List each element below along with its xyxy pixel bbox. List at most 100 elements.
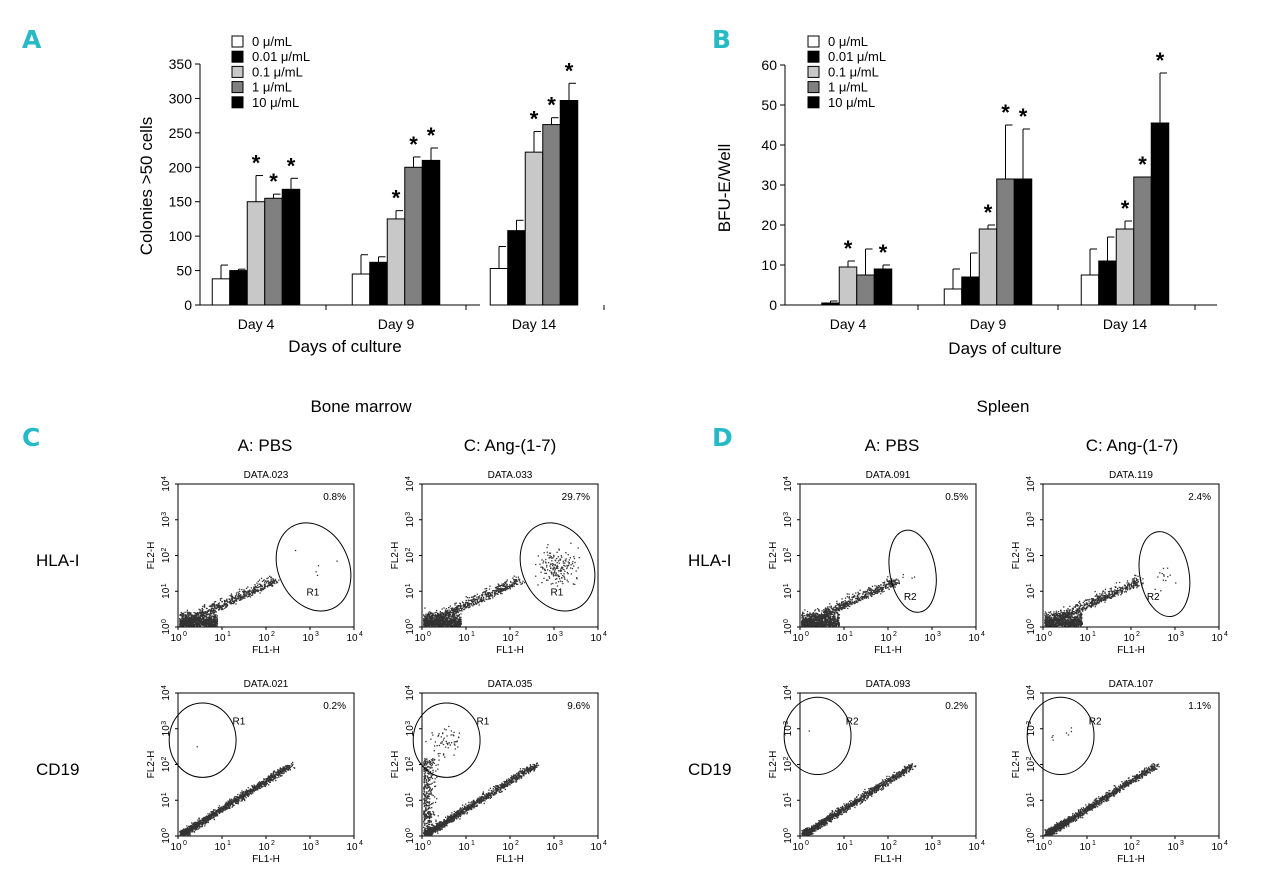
flow-event-dot [229,800,230,801]
flow-ytick-label: 10 [405,552,416,564]
flow-event-dot [216,624,217,625]
flow-event-dot [549,557,550,558]
flow-event-dot [277,769,278,770]
flow-event-dot [566,558,567,559]
flow-event-dot [550,567,551,568]
flow-event-dot [263,785,264,786]
flow-event-dot [245,595,246,596]
flow-event-dot [551,563,552,564]
flow-event-dot [246,790,247,791]
flow-event-dot [236,592,237,593]
flow-event-dot [194,831,195,832]
flow-ytick-label: 10 [405,587,416,599]
flow-event-dot [447,615,448,616]
flow-event-dot [564,566,565,567]
flow-event-dot [448,624,449,625]
flow-event-dot [187,612,188,613]
flow-event-dot [276,777,277,778]
flow-event-dot [224,804,225,805]
flow-event-dot [193,612,194,613]
flow-event-dot [206,621,207,622]
flow-event-dot [205,823,206,824]
flow-event-dot [213,609,214,610]
flow-gate-label: R1 [233,716,246,727]
chart-a-legend-label: 0 μ/mL [252,34,292,49]
flow-event-dot [216,625,217,626]
flow-event-dot [217,810,218,811]
flow-event-dot [505,582,506,583]
flow-event-dot [191,826,192,827]
flow-event-dot [477,600,478,601]
flow-event-dot [198,817,199,818]
flow-event-dot [199,825,200,826]
flow-event-dot [235,798,236,799]
flow-event-dot [450,605,451,606]
flow-event-dot [570,543,571,544]
flow-event-dot [288,765,289,766]
flow-event-dot [231,593,232,594]
flow-event-dot [242,597,243,598]
flow-event-dot [559,563,560,564]
flow-event-dot [504,584,505,585]
flow-event-dot [555,560,556,561]
flow-event-dot [284,772,285,773]
flow-event-dot [226,606,227,607]
flow-event-dot [239,798,240,799]
flow-event-dot [242,797,243,798]
flow-event-dot [563,565,564,566]
flow-event-dot [507,586,508,587]
flow-event-dot [465,607,466,608]
flow-event-dot [261,785,262,786]
flow-event-dot [207,623,208,624]
flow-event-dot [195,615,196,616]
chart-b-bar [874,269,892,305]
flow-event-dot [500,593,501,594]
flow-event-dot [250,792,251,793]
flow-event-dot [280,775,281,776]
flow-event-dot [197,822,198,823]
flow-event-dot [182,625,183,626]
flow-event-dot [473,598,474,599]
flow-event-dot [425,622,426,623]
flow-event-dot [451,620,452,621]
flow-event-dot [201,619,202,620]
flow-xtick-exponent: 4 [603,840,607,847]
flow-event-dot [183,618,184,619]
flow-event-dot [227,800,228,801]
flow-event-dot [515,577,516,578]
flow-event-dot [458,620,459,621]
flow-event-dot [202,615,203,616]
chart-b-category-label: Day 4 [830,316,867,332]
flow-event-dot [432,613,433,614]
chart-a-category-label: Day 4 [238,316,275,332]
flow-event-dot [273,580,274,581]
flow-event-dot [546,565,547,566]
flow-event-dot [237,595,238,596]
flow-event-dot [273,775,274,776]
flow-event-dot [248,592,249,593]
flow-event-dot [562,581,563,582]
flow-event-dot [195,822,196,823]
flow-event-dot [252,594,253,595]
flow-event-dot [266,578,267,579]
flow-event-dot [224,600,225,601]
flow-event-dot [437,618,438,619]
flow-event-dot [205,613,206,614]
flow-event-dot [557,574,558,575]
flow-event-dot [557,562,558,563]
flow-event-dot [244,594,245,595]
flow-event-dot [567,580,568,581]
flow-event-dot [243,592,244,593]
flow-file-label: DATA.033 [488,470,533,481]
flow-event-dot [192,824,193,825]
flow-event-dot [276,582,277,583]
flow-event-dot [509,584,510,585]
flow-event-dot [201,821,202,822]
flow-event-dot [467,603,468,604]
flow-event-dot [478,596,479,597]
flow-event-dot [260,782,261,783]
flow-gate-label: R1 [306,588,319,599]
flow-event-dot [199,609,200,610]
flow-event-dot [271,586,272,587]
chart-b-legend-swatch [808,36,819,47]
